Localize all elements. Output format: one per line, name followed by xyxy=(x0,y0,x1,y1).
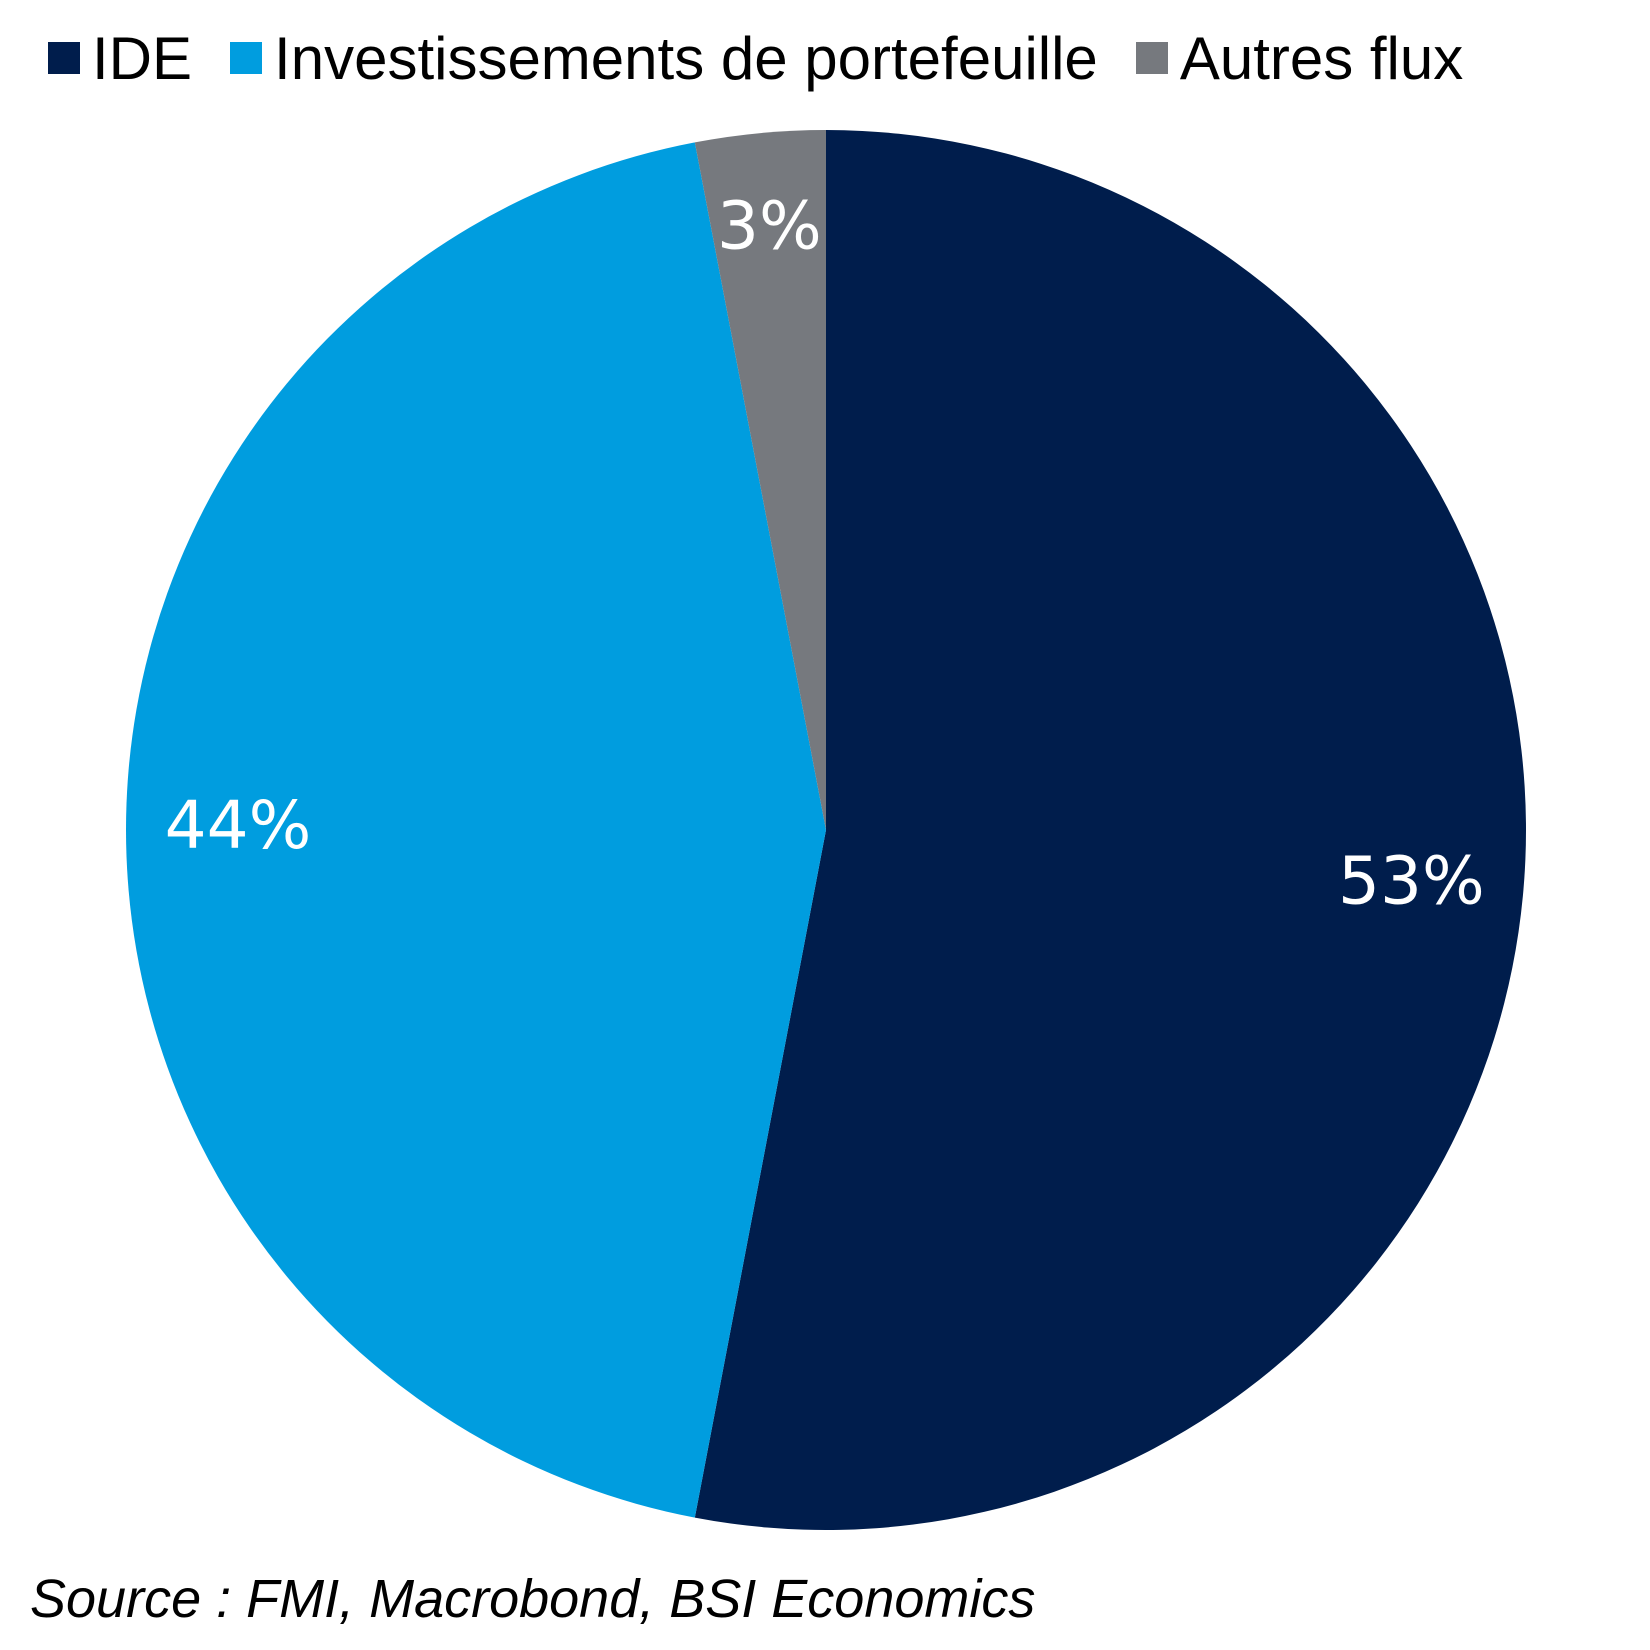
legend-swatch-portefeuille xyxy=(230,42,263,74)
data-label-portefeuille: 44% xyxy=(165,787,312,864)
legend: IDE Investissements de portefeuille Autr… xyxy=(48,18,1463,98)
data-label-autres-flux: 3% xyxy=(717,188,822,265)
slice-ide xyxy=(694,130,1527,1530)
slice-autres-flux xyxy=(694,130,826,830)
slice-portefeuille xyxy=(126,142,826,1518)
legend-swatch-ide xyxy=(48,42,80,74)
legend-label-ide: IDE xyxy=(92,24,193,92)
legend-swatch-autres-flux xyxy=(1135,42,1168,74)
legend-item-ide: IDE xyxy=(48,24,192,93)
legend-item-autres-flux: Autres flux xyxy=(1135,24,1464,93)
source-note: Source : FMI, Macrobond, BSI Economics xyxy=(30,1569,1036,1629)
legend-label-autres-flux: Autres flux xyxy=(1179,24,1464,92)
legend-item-portefeuille: Investissements de portefeuille xyxy=(230,24,1098,93)
legend-label-portefeuille: Investissements de portefeuille xyxy=(274,24,1098,92)
data-label-ide: 53% xyxy=(1338,842,1485,919)
